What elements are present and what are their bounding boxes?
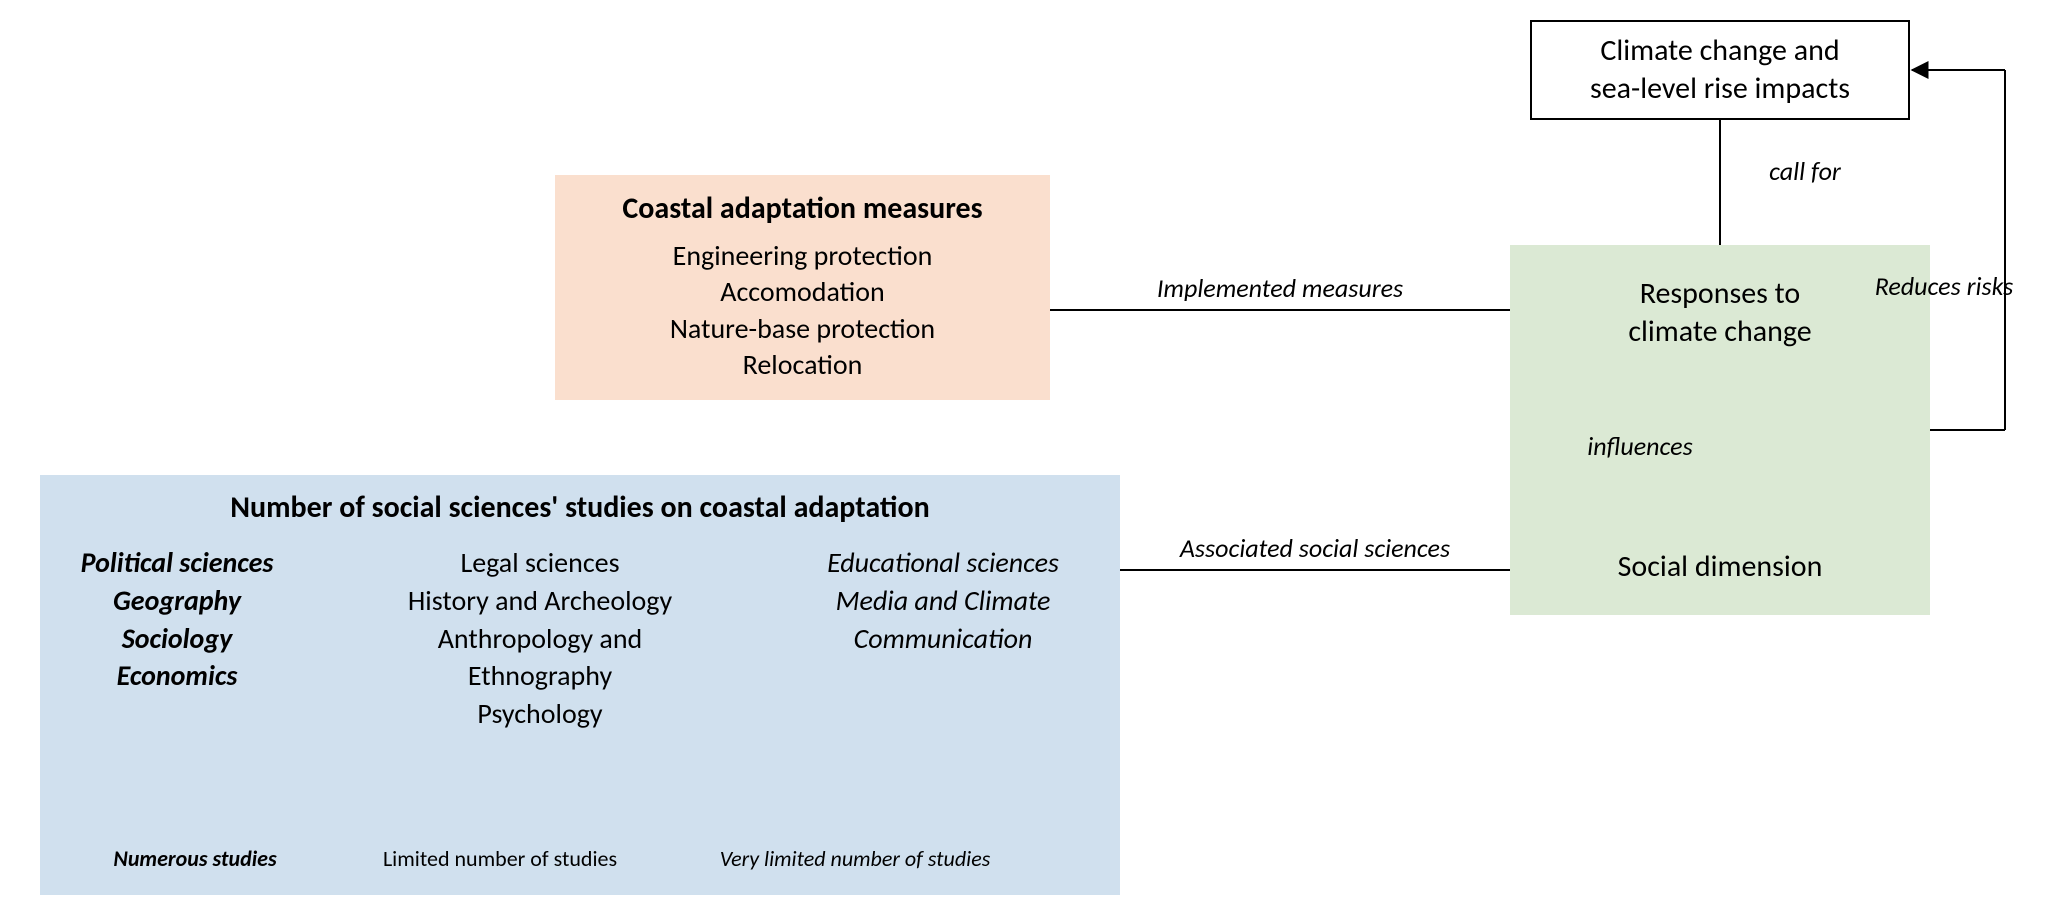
- col2-2: Anthropology and: [375, 620, 705, 658]
- col3-0: Educational sciences: [778, 544, 1108, 582]
- coastal-item-1: Accomodation: [565, 274, 1040, 310]
- label-call-for: call for: [1745, 155, 1865, 187]
- col3-1: Media and Climate: [778, 582, 1108, 620]
- social-col1: Political sciences Geography Sociology E…: [52, 544, 302, 733]
- coastal-item-3: Relocation: [565, 347, 1040, 383]
- caption-col1: Numerous studies: [70, 845, 320, 872]
- climate-line1: Climate change and: [1538, 32, 1902, 70]
- label-implemented: Implemented measures: [1055, 272, 1505, 304]
- diagram-stage: Climate change and sea-level rise impact…: [0, 0, 2050, 914]
- social-col2: Legal sciences History and Archeology An…: [375, 544, 705, 733]
- col1-3: Economics: [52, 657, 302, 695]
- social-box: Number of social sciences' studies on co…: [40, 475, 1120, 895]
- col1-2: Sociology: [52, 620, 302, 658]
- climate-line2: sea-level rise impacts: [1538, 70, 1902, 108]
- climate-box: Climate change and sea-level rise impact…: [1530, 20, 1910, 120]
- col2-0: Legal sciences: [375, 544, 705, 582]
- col1-1: Geography: [52, 582, 302, 620]
- col2-3: Ethnography: [375, 657, 705, 695]
- col2-4: Psychology: [375, 695, 705, 733]
- caption-col3: Very limited number of studies: [680, 845, 1030, 872]
- responses-line2: climate change: [1510, 313, 1930, 351]
- social-col3: Educational sciences Media and Climate C…: [778, 544, 1108, 733]
- social-dimension: Social dimension: [1510, 548, 1930, 585]
- label-reduces: Reduces risks: [1844, 270, 2044, 302]
- label-influences: influences: [1575, 430, 1705, 462]
- label-associated: Associated social sciences: [1125, 532, 1505, 564]
- social-columns: Political sciences Geography Sociology E…: [52, 544, 1108, 733]
- social-title: Number of social sciences' studies on co…: [52, 489, 1108, 526]
- col3-2: Communication: [778, 620, 1108, 658]
- coastal-item-2: Nature-base protection: [565, 311, 1040, 347]
- coastal-title: Coastal adaptation measures: [565, 189, 1040, 228]
- coastal-box: Coastal adaptation measures Engineering …: [555, 175, 1050, 400]
- coastal-item-0: Engineering protection: [565, 238, 1040, 274]
- col2-1: History and Archeology: [375, 582, 705, 620]
- caption-col2: Limited number of studies: [350, 845, 650, 872]
- col1-0: Political sciences: [52, 544, 302, 582]
